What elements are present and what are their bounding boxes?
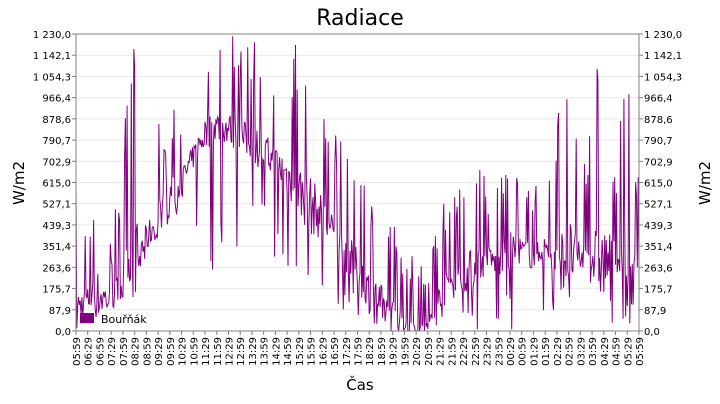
chart-title: Radiace bbox=[316, 6, 403, 31]
x-tick-label: 21:29 bbox=[436, 337, 447, 366]
x-tick-label: 06:29 bbox=[84, 337, 95, 366]
x-tick-label: 01:29 bbox=[529, 337, 540, 366]
x-tick-label: 08:59 bbox=[142, 337, 153, 366]
x-tick-label: 11:29 bbox=[201, 337, 212, 366]
x-tick-label: 05:29 bbox=[623, 337, 634, 366]
x-tick-label: 17:59 bbox=[354, 337, 365, 366]
x-tick-label: 23:29 bbox=[483, 337, 494, 366]
x-tick-label: 12:59 bbox=[236, 337, 247, 366]
x-tick-label: 13:59 bbox=[260, 337, 271, 366]
x-tick-label: 10:29 bbox=[178, 337, 189, 366]
x-tick-label: 16:29 bbox=[318, 337, 329, 366]
y-tick-label-right: 0,0 bbox=[644, 327, 660, 338]
x-tick-label: 06:59 bbox=[95, 337, 106, 366]
x-tick-label: 03:29 bbox=[576, 337, 587, 366]
y-tick-label-right: 1 142,1 bbox=[644, 51, 682, 62]
y-tick-label: 790,7 bbox=[42, 136, 71, 147]
x-tick-label: 17:29 bbox=[342, 337, 353, 366]
x-tick-label: 05:59 bbox=[635, 337, 646, 366]
y-tick-label-right: 1 054,3 bbox=[644, 72, 682, 83]
y-tick-label: 175,7 bbox=[42, 285, 71, 296]
x-tick-label: 16:59 bbox=[330, 337, 341, 366]
x-tick-label: 22:59 bbox=[471, 337, 482, 366]
x-tick-label: 04:29 bbox=[600, 337, 611, 366]
x-tick-label: 01:59 bbox=[541, 337, 552, 366]
x-tick-label: 13:29 bbox=[248, 337, 259, 366]
y-tick-label-right: 439,3 bbox=[644, 221, 673, 232]
x-tick-label: 22:29 bbox=[459, 337, 470, 366]
y-tick-label: 527,1 bbox=[42, 200, 71, 211]
x-tick-label: 11:59 bbox=[213, 337, 224, 366]
x-tick-label: 02:59 bbox=[565, 337, 576, 366]
x-tick-label: 08:29 bbox=[131, 337, 142, 366]
y-tick-label-right: 527,1 bbox=[644, 200, 673, 211]
y-tick-label-right: 615,0 bbox=[644, 179, 673, 190]
x-tick-label: 09:29 bbox=[154, 337, 165, 366]
y-tick-label: 87,9 bbox=[49, 306, 71, 317]
x-tick-label: 19:59 bbox=[400, 337, 411, 366]
y-tick-label-right: 263,6 bbox=[644, 263, 673, 274]
x-tick-label: 07:59 bbox=[119, 337, 130, 366]
y-tick-label-right: 966,4 bbox=[644, 94, 673, 105]
plot-frame bbox=[75, 33, 640, 332]
x-ticks: 05:59 06:29 06:59 07:29 07:59 08:29 08:59 09:29… bbox=[72, 331, 646, 366]
y-tick-label: 878,6 bbox=[42, 115, 71, 126]
y-axis-label-left: W/m2 bbox=[10, 161, 28, 205]
x-tick-label: 21:59 bbox=[447, 337, 458, 366]
x-tick-label: 12:29 bbox=[224, 337, 235, 366]
y-tick-label: 351,4 bbox=[42, 242, 71, 253]
y-tick-label-right: 702,9 bbox=[644, 157, 673, 168]
y-tick-label: 1 054,3 bbox=[33, 72, 71, 83]
y-tick-label-right: 87,9 bbox=[644, 306, 666, 317]
y-tick-label: 263,6 bbox=[42, 263, 71, 274]
legend-swatch bbox=[80, 313, 94, 323]
y-tick-label: 1 230,0 bbox=[33, 30, 71, 41]
legend-label: Bouřňák bbox=[101, 313, 147, 326]
x-tick-label: 19:29 bbox=[389, 337, 400, 366]
x-tick-label: 23:59 bbox=[494, 337, 505, 366]
x-tick-label: 20:59 bbox=[424, 337, 435, 366]
x-tick-label: 00:29 bbox=[506, 337, 517, 366]
series-group bbox=[75, 36, 640, 332]
y-tick-label-right: 790,7 bbox=[644, 136, 673, 147]
y-axis-label-right: W/m2 bbox=[696, 161, 714, 205]
x-tick-label: 15:29 bbox=[295, 337, 306, 366]
x-tick-label: 02:29 bbox=[553, 337, 564, 366]
y-tick-label: 0,0 bbox=[55, 327, 71, 338]
x-tick-label: 05:59 bbox=[72, 337, 83, 366]
y-tick-label-right: 878,6 bbox=[644, 115, 673, 126]
x-tick-label: 03:59 bbox=[588, 337, 599, 366]
y-tick-label: 702,9 bbox=[42, 157, 71, 168]
series-line-bourak bbox=[75, 36, 640, 332]
y-tick-label: 966,4 bbox=[42, 94, 71, 105]
y-tick-label-right: 175,7 bbox=[644, 285, 673, 296]
x-tick-label: 09:59 bbox=[166, 337, 177, 366]
y-ticks-left: 0,0 87,9 175,7 263,6 351,4 439,3 527,1 615,0 702… bbox=[33, 30, 76, 338]
y-tick-label-right: 1 230,0 bbox=[644, 30, 682, 41]
y-ticks-right: 0,0 87,9 175,7 263,6 351,4 439,3 527,1 615,0 702… bbox=[639, 30, 682, 338]
x-tick-label: 07:29 bbox=[107, 337, 118, 366]
x-tick-label: 00:59 bbox=[518, 337, 529, 366]
x-tick-label: 15:59 bbox=[307, 337, 318, 366]
x-tick-label: 20:29 bbox=[412, 337, 423, 366]
x-tick-label: 10:59 bbox=[189, 337, 200, 366]
x-tick-label: 14:59 bbox=[283, 337, 294, 366]
y-tick-label: 1 142,1 bbox=[33, 51, 71, 62]
y-tick-label: 615,0 bbox=[42, 179, 71, 190]
x-tick-label: 18:29 bbox=[365, 337, 376, 366]
legend: Bouřňák bbox=[80, 313, 147, 326]
x-axis-label: Čas bbox=[346, 375, 374, 394]
x-tick-label: 18:59 bbox=[377, 337, 388, 366]
x-tick-label: 04:59 bbox=[612, 337, 623, 366]
y-tick-label-right: 351,4 bbox=[644, 242, 673, 253]
y-tick-label: 439,3 bbox=[42, 221, 71, 232]
x-tick-label: 14:29 bbox=[271, 337, 282, 366]
